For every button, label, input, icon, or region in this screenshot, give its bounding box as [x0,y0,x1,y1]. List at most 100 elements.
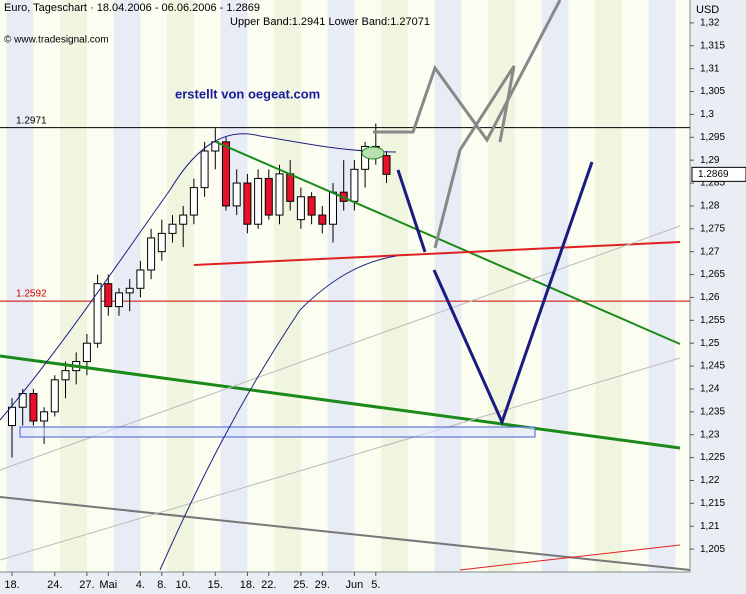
stripe [167,0,194,572]
annotation: erstellt von oegeat.com [175,86,320,101]
candle-body [286,173,295,202]
highlight [361,146,385,160]
candle-body [125,287,134,294]
candle-body [29,393,38,422]
forecast-arrow [396,169,427,253]
trend-line [0,496,691,571]
x-tick-label: 5. [371,579,380,591]
candle-body [40,411,49,422]
candle-body [136,269,145,289]
candle-body [382,155,391,175]
last-price: 1.2869 [698,169,729,180]
scenario-line [373,0,562,143]
candle-body [254,177,263,225]
stripe [220,0,248,572]
y-tick-label: 1,255 [700,315,725,326]
bands-label: Upper Band:1.2941 Lower Band:1.27071 [230,16,430,28]
y-tick-label: 1,235 [700,406,725,417]
candle-body [200,150,209,189]
candle-body [318,214,327,225]
candle-body [243,182,252,225]
channel-line [459,544,681,571]
candle-body [179,214,188,225]
stripe [274,0,301,572]
x-tick-label: 22. [261,579,276,591]
support-zone [19,426,536,438]
y-tick-label: 1,23 [700,429,720,440]
candle-body [147,237,156,271]
lower-band [159,255,397,571]
y-tick-label: 1,25 [700,338,720,349]
stripe [60,0,87,572]
candle-body [168,223,177,234]
x-tick-label: 18. [4,579,19,591]
y-tick-label: 1,315 [700,40,725,51]
upper-band [0,133,397,421]
stripe [595,0,622,572]
y-tick-label: 1,285 [700,178,725,189]
y-tick-label: 1,215 [700,498,725,509]
y-tick-label: 1,26 [700,292,720,303]
candle-body [329,191,337,225]
stripe [381,0,408,572]
forecast-arrow [432,161,594,427]
x-tick-label: 4. [136,579,145,591]
scenario-line [433,65,516,249]
candle-body [189,187,198,216]
candle-body [232,182,241,207]
x-axis-background [0,572,746,594]
candle-body [222,141,230,207]
candle-body [8,406,16,427]
drawings [0,0,691,571]
trend-line [0,354,681,450]
x-tick-label: 18. [240,579,255,591]
y-tick-label: 1,21 [700,521,720,532]
y-tick-label: 1,28 [700,201,720,212]
candle-body [61,370,70,381]
y-tick-label: 1,205 [700,544,725,555]
y-axis-label: USD [696,4,719,16]
stripe [113,0,141,572]
channel-line [0,357,681,561]
candle-body [350,168,359,202]
candle-body [93,283,102,344]
x-tick-label: 27. [79,579,94,591]
candle-body [211,141,220,152]
reference-label: 1.2971 [16,115,47,126]
y-tick-label: 1,22 [700,475,720,486]
y-tick-label: 1,245 [700,361,725,372]
y-tick-label: 1,24 [700,384,720,395]
week-stripes [6,0,729,572]
y-tick-label: 1,305 [700,86,725,97]
y-axis-background [690,0,746,594]
trend-line [193,241,681,266]
y-tick-label: 1,225 [700,452,725,463]
candle-body [157,232,166,253]
candle-body [104,283,113,308]
reference-label: 1.2592 [16,289,47,300]
y-tick-label: 1,32 [700,18,720,29]
x-tick-label: 15. [208,579,223,591]
candle-body [50,379,59,413]
candle-body [18,393,27,408]
copyright: © www.tradesignal.com [4,35,109,46]
x-tick-label: 29. [315,579,330,591]
y-tick-label: 1,29 [700,155,720,166]
y-tick-label: 1,3 [700,109,714,120]
candle-body [115,292,123,308]
x-tick-label: 25. [293,579,308,591]
trend-line [215,141,681,345]
x-tick-label: 8. [157,579,166,591]
y-tick-label: 1,31 [700,63,720,74]
stripe [327,0,355,572]
x-tick-label: 10. [176,579,191,591]
stripe [434,0,462,572]
x-tick-label: Mai [99,579,117,591]
candle-body [264,177,273,216]
x-tick-label: 24. [47,579,62,591]
last-price-box [691,166,746,182]
stripe [6,0,34,572]
y-tick-label: 1,295 [700,132,725,143]
y-tick-label: 1,27 [700,246,720,257]
